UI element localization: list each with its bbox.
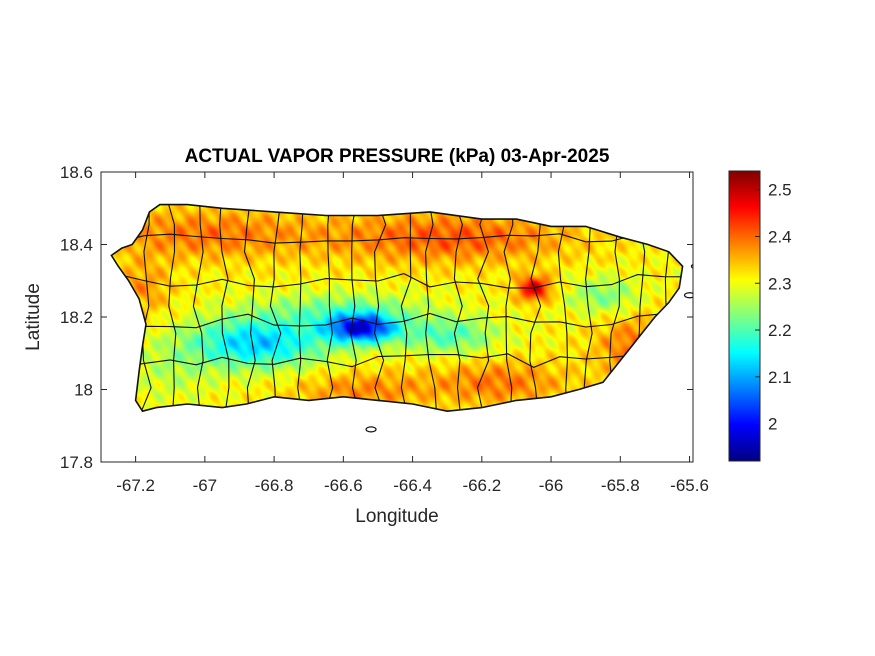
- y-tick-label: 18.6: [60, 163, 93, 182]
- boundary-line: [476, 204, 490, 412]
- x-tick-label: -65.8: [601, 476, 640, 495]
- boundary-line: [452, 204, 463, 412]
- colorbar-tick-label: 2.1: [768, 368, 792, 387]
- boundary-line: [529, 204, 542, 412]
- boundary-line: [425, 204, 438, 412]
- x-tick-label: -66.4: [393, 476, 432, 495]
- boundary-line: [269, 204, 282, 412]
- boundary-line: [323, 204, 334, 412]
- boundary-line: [297, 204, 304, 412]
- chart-title: ACTUAL VAPOR PRESSURE (kPa) 03-Apr-2025: [185, 146, 610, 167]
- boundary-line: [583, 204, 593, 412]
- islet-0: [365, 426, 377, 433]
- coastline-outline: [110, 203, 693, 433]
- boundary-line: [118, 353, 683, 369]
- map-plot-area: [110, 203, 693, 433]
- boundary-line: [118, 273, 683, 289]
- y-tick-label: 18.4: [60, 236, 93, 255]
- x-tick-label: -66: [539, 476, 564, 495]
- boundary-line: [118, 233, 683, 244]
- y-tick-label: 17.8: [60, 453, 93, 472]
- colorbar-tick-label: 2.5: [768, 181, 792, 200]
- vapor-pressure-heatmap: [111, 204, 683, 412]
- boundary-line: [192, 204, 204, 412]
- colorbar-ticks: 2 2.1 2.2 2.3 2.4 2.5: [755, 181, 792, 434]
- boundary-line: [118, 312, 683, 329]
- colorbar: 2 2.1 2.2 2.3 2.4 2.5: [728, 170, 792, 462]
- colorbar-gradient: [728, 170, 761, 462]
- boundary-line: [374, 204, 387, 412]
- boundary-line: [166, 204, 177, 412]
- x-tick-label: -67: [193, 476, 218, 495]
- coastline: [110, 203, 684, 413]
- x-tick-label: -66.8: [255, 476, 294, 495]
- colorbar-tick-label: 2.3: [768, 274, 792, 293]
- x-axis-label: Longitude: [355, 506, 438, 527]
- y-axis: 17.8 18 18.2 18.4 18.6: [60, 163, 693, 472]
- islet-2: [683, 292, 693, 299]
- colorbar-tick-label: 2.4: [768, 227, 792, 246]
- boundary-line: [400, 204, 412, 412]
- x-tick-label: -66.2: [462, 476, 501, 495]
- colorbar-tick-label: 2: [768, 415, 777, 434]
- boundary-line: [350, 204, 360, 412]
- x-tick-label: -65.6: [670, 476, 709, 495]
- boundary-line: [557, 204, 568, 412]
- x-tick-label: -66.6: [324, 476, 363, 495]
- y-tick-label: 18: [74, 381, 93, 400]
- x-tick-label: -67.2: [116, 476, 155, 495]
- y-axis-label: Latitude: [23, 283, 44, 351]
- boundary-line: [139, 204, 152, 412]
- x-axis: -67.2 -67 -66.8 -66.6 -66.4 -66.2 -66 -65.8 -65.…: [116, 172, 709, 495]
- boundary-line: [219, 204, 230, 412]
- boundary-line: [243, 204, 256, 412]
- islet-1: [690, 263, 693, 269]
- y-tick-label: 18.2: [60, 308, 93, 327]
- boundary-line: [503, 204, 514, 412]
- colorbar-tick-label: 2.2: [768, 321, 792, 340]
